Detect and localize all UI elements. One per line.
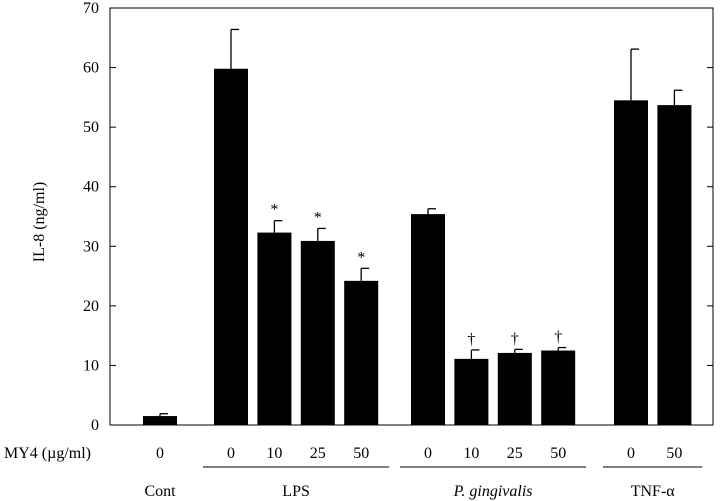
- bar: [257, 232, 292, 425]
- significance-marker: *: [270, 202, 278, 219]
- y-axis: 0 10 20 30 40 50 60 70: [83, 0, 713, 434]
- x-group-label: LPS: [282, 483, 310, 500]
- y-tick-label: 0: [91, 417, 99, 434]
- bar: [657, 105, 692, 425]
- bar: [344, 280, 379, 425]
- significance-marker: †: [511, 330, 519, 347]
- y-tick-label: 30: [83, 238, 99, 255]
- x-category-label: 50: [353, 445, 369, 462]
- x-category-label: 0: [627, 445, 635, 462]
- x-group-label: P. gingivalis: [453, 483, 533, 500]
- x-axis-labels: 0 Cont 0 10 25 50 LPS 0 10 25 50 P. gingivalis 0 50 TN…: [144, 445, 703, 500]
- bar: [454, 358, 489, 425]
- x-category-label: 50: [666, 445, 682, 462]
- bars: * * * † † †: [143, 28, 692, 426]
- bar: [214, 68, 248, 426]
- x-category-label: 0: [424, 445, 432, 462]
- y-tick-label: 60: [83, 60, 99, 77]
- significance-marker: †: [554, 329, 562, 346]
- x-group-label: Cont: [144, 483, 176, 500]
- significance-marker: †: [467, 331, 475, 348]
- y-tick-label: 50: [83, 119, 99, 136]
- y-tick-label: 20: [83, 298, 99, 315]
- significance-marker: *: [357, 249, 365, 266]
- y-tick-label: 70: [83, 0, 99, 17]
- bar: [497, 352, 532, 425]
- significance-marker: *: [314, 209, 322, 226]
- x-group-label: TNF-α: [631, 483, 676, 500]
- x-category-label: 0: [156, 445, 164, 462]
- bar: [300, 240, 335, 425]
- x-category-label: 10: [266, 445, 282, 462]
- y-tick-label: 40: [83, 179, 99, 196]
- x-category-label: 0: [227, 445, 235, 462]
- x-row-label: MY4 (µg/ml): [4, 445, 91, 462]
- x-category-label: 25: [507, 445, 523, 462]
- x-category-label: 25: [310, 445, 326, 462]
- bar: [541, 350, 576, 425]
- bar: [614, 100, 648, 425]
- y-tick-label: 10: [83, 357, 99, 374]
- x-category-label: 10: [463, 445, 479, 462]
- x-category-label: 50: [550, 445, 566, 462]
- bar: [143, 416, 177, 425]
- bar: [411, 214, 445, 425]
- y-axis-title: IL-8 (ng/ml): [31, 182, 48, 262]
